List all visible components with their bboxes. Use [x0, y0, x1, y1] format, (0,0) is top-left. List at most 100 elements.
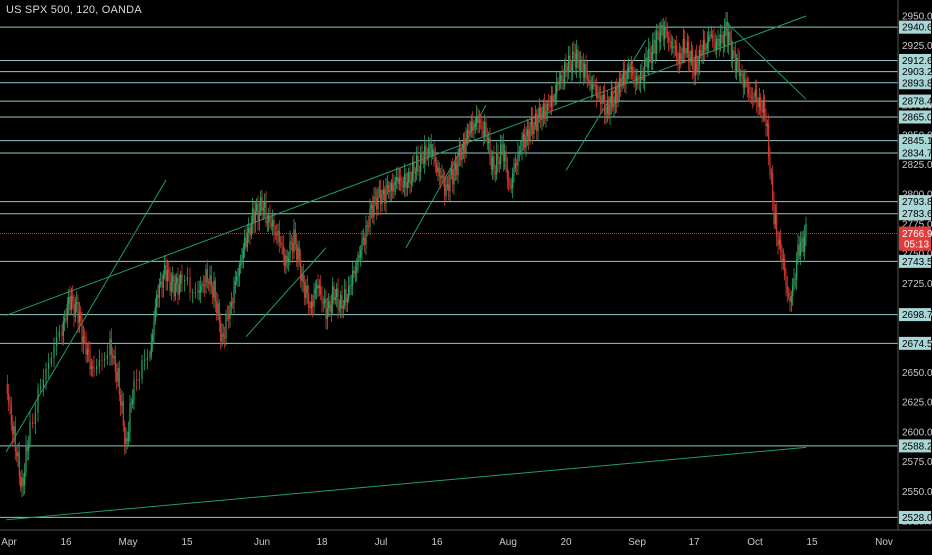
candle-body-493 — [704, 39, 706, 51]
candle-body-176 — [281, 242, 283, 247]
candle-body-92 — [161, 282, 163, 288]
candle-body-471 — [674, 45, 676, 48]
candle-body-454 — [652, 43, 654, 64]
candles — [6, 11, 807, 498]
candle-body-396 — [574, 53, 576, 68]
x-tick-label-1: 16 — [60, 537, 72, 548]
candle-body-46 — [84, 336, 86, 338]
candle-body-499 — [712, 34, 714, 39]
candle-body-195 — [306, 285, 308, 294]
candle-body-393 — [570, 64, 572, 73]
candle-body-14 — [25, 445, 27, 473]
candle-body-22 — [42, 379, 44, 387]
candle-body-349 — [512, 173, 514, 189]
candle-body-119 — [205, 269, 207, 287]
candle-body-95 — [165, 265, 167, 282]
candle-body-153 — [250, 223, 252, 236]
candle-body-548 — [777, 236, 779, 246]
candle-body-568 — [804, 235, 806, 252]
candle-body-193 — [304, 282, 306, 299]
candle-body-520 — [740, 73, 742, 77]
candle-body-559 — [792, 286, 794, 297]
candle-body-455 — [653, 40, 655, 44]
candle-body-503 — [717, 39, 719, 41]
candle-body-344 — [505, 151, 507, 168]
candle-body-318 — [470, 121, 472, 132]
candle-body-417 — [602, 94, 604, 100]
candle-body-359 — [525, 136, 527, 148]
candle-body-279 — [418, 170, 420, 172]
candle-body-23 — [45, 368, 47, 380]
level-tag-label-5: 2865.0 — [902, 113, 932, 124]
candle-body-241 — [368, 226, 370, 228]
candle-body-189 — [298, 247, 300, 260]
candle-body-15 — [26, 445, 28, 451]
candle-body-461 — [661, 24, 663, 30]
level-tag-7 — [899, 146, 931, 160]
candle-body-544 — [772, 173, 774, 202]
candle-body-248 — [377, 190, 379, 210]
x-tick-label-0: Apr — [1, 537, 17, 548]
candle-body-160 — [260, 197, 262, 212]
candle-body-500 — [713, 38, 715, 43]
candle-body-73 — [128, 432, 130, 442]
candle-body-360 — [526, 129, 528, 137]
candle-body-452 — [649, 48, 651, 53]
candle-body-16 — [28, 444, 30, 451]
candle-body-99 — [170, 282, 172, 292]
candle-body-374 — [545, 110, 547, 119]
candle-body-175 — [280, 242, 282, 244]
candle-body-88 — [156, 294, 158, 308]
y-tick-label-15: 2575.0 — [902, 457, 932, 468]
candle-body-218 — [337, 288, 339, 310]
candle-body-194 — [305, 285, 307, 299]
y-axis-panel[interactable] — [898, 0, 932, 550]
candle-body-529 — [752, 97, 754, 99]
candle-body-415 — [600, 95, 602, 104]
candle-body-36 — [70, 295, 72, 310]
candle-body-223 — [344, 289, 346, 306]
candle-body-343 — [504, 151, 506, 162]
level-tag-8 — [899, 195, 931, 209]
candle-body-56 — [101, 359, 103, 361]
candle-body-251 — [381, 193, 383, 205]
candle-body-28 — [58, 331, 60, 338]
candle-body-233 — [357, 255, 359, 268]
candle-body-557 — [789, 296, 791, 303]
candle-body-31 — [64, 318, 66, 322]
candle-body-192 — [302, 274, 304, 283]
candle-body-423 — [610, 91, 612, 105]
candle-body-532 — [756, 89, 758, 103]
candle-body-244 — [372, 205, 374, 217]
candle-body-294 — [438, 167, 440, 177]
candle-body-264 — [398, 177, 400, 184]
candle-body-564 — [798, 244, 800, 256]
candle-body-126 — [214, 280, 216, 302]
candle-body-477 — [682, 38, 684, 54]
candle-body-473 — [677, 60, 679, 63]
candle-body-525 — [746, 80, 748, 87]
candle-body-62 — [113, 356, 115, 358]
candle-body-224 — [345, 289, 347, 303]
candle-body-282 — [422, 160, 424, 164]
candle-body-210 — [326, 308, 328, 320]
candle-body-317 — [469, 131, 471, 133]
candle-body-26 — [53, 345, 55, 358]
candle-body-514 — [732, 50, 734, 60]
candle-body-310 — [460, 148, 462, 160]
candle-body-263 — [397, 176, 399, 184]
candle-body-6 — [14, 426, 16, 452]
candle-body-2 — [9, 400, 11, 406]
candle-body-122 — [209, 275, 211, 284]
candle-body-351 — [514, 163, 516, 169]
candle-body-87 — [154, 307, 156, 322]
candle-body-214 — [332, 286, 334, 305]
candle-body-411 — [594, 85, 596, 87]
candle-body-37 — [72, 295, 74, 301]
candle-body-429 — [618, 78, 620, 93]
candle-body-228 — [350, 284, 352, 286]
candle-body-269 — [405, 173, 407, 189]
candle-body-456 — [654, 40, 656, 54]
